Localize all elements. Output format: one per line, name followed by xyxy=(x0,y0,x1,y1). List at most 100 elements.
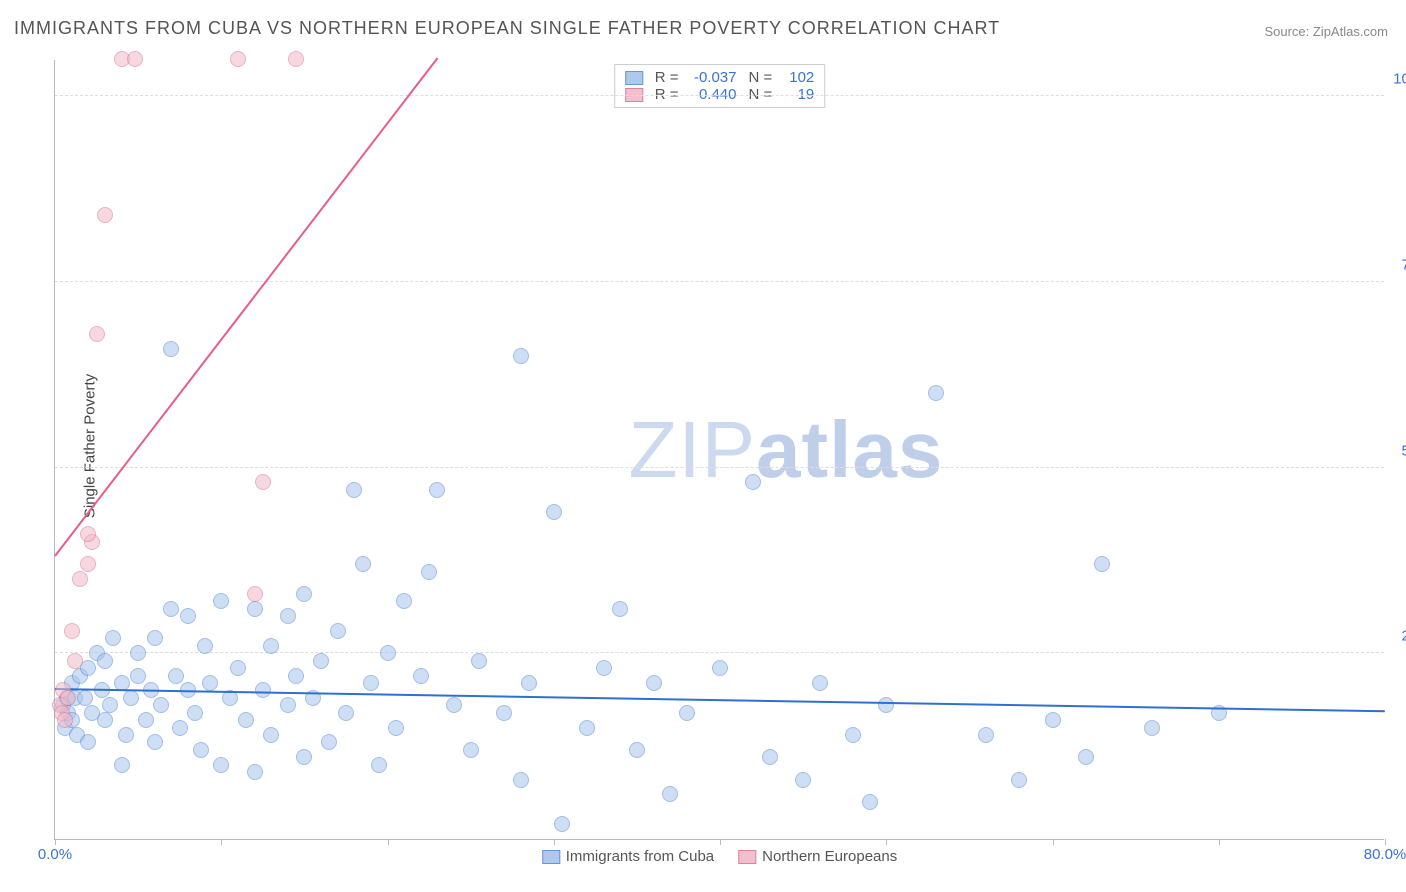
data-point xyxy=(60,690,76,706)
data-point xyxy=(247,586,263,602)
data-point xyxy=(521,675,537,691)
data-point xyxy=(263,727,279,743)
source-attribution: Source: ZipAtlas.com xyxy=(1264,24,1388,39)
data-point xyxy=(928,385,944,401)
data-point xyxy=(396,593,412,609)
data-point xyxy=(513,348,529,364)
x-tick xyxy=(720,839,721,845)
x-tick xyxy=(886,839,887,845)
data-point xyxy=(238,712,254,728)
legend-item-ne: Northern Europeans xyxy=(738,848,897,865)
data-point xyxy=(77,690,93,706)
data-point xyxy=(123,690,139,706)
data-point xyxy=(57,712,73,728)
x-tick-label: 0.0% xyxy=(38,846,72,863)
data-point xyxy=(67,653,83,669)
data-point xyxy=(118,727,134,743)
gridline xyxy=(55,281,1384,282)
data-point xyxy=(193,742,209,758)
y-tick-label: 25.0% xyxy=(1401,628,1406,645)
data-point xyxy=(130,668,146,684)
legend-item-cuba: Immigrants from Cuba xyxy=(542,848,714,865)
trendline xyxy=(54,57,438,556)
data-point xyxy=(363,675,379,691)
data-point xyxy=(330,623,346,639)
data-point xyxy=(288,51,304,67)
data-point xyxy=(255,474,271,490)
data-point xyxy=(180,608,196,624)
x-tick-label: 80.0% xyxy=(1364,846,1406,863)
x-tick xyxy=(221,839,222,845)
data-point xyxy=(662,786,678,802)
data-point xyxy=(163,341,179,357)
data-point xyxy=(288,668,304,684)
data-point xyxy=(446,697,462,713)
chart-title: IMMIGRANTS FROM CUBA VS NORTHERN EUROPEA… xyxy=(14,18,1000,39)
data-point xyxy=(168,668,184,684)
legend-label-cuba: Immigrants from Cuba xyxy=(566,848,714,865)
data-point xyxy=(127,51,143,67)
data-point xyxy=(1094,556,1110,572)
data-point xyxy=(1078,749,1094,765)
data-point xyxy=(97,653,113,669)
data-point xyxy=(371,757,387,773)
data-point xyxy=(513,772,529,788)
legend-row-cuba: R = -0.037 N = 102 xyxy=(625,69,815,86)
data-point xyxy=(138,712,154,728)
data-point xyxy=(554,816,570,832)
data-point xyxy=(153,697,169,713)
data-point xyxy=(102,697,118,713)
data-point xyxy=(280,697,296,713)
data-point xyxy=(596,660,612,676)
x-tick xyxy=(1385,839,1386,845)
data-point xyxy=(163,601,179,617)
data-point xyxy=(72,571,88,587)
data-point xyxy=(388,720,404,736)
y-tick-label: 50.0% xyxy=(1401,442,1406,459)
data-point xyxy=(230,51,246,67)
scatter-chart: ZIPatlas R = -0.037 N = 102 R = 0.440 N … xyxy=(54,60,1384,840)
x-tick xyxy=(55,839,56,845)
data-point xyxy=(105,630,121,646)
data-point xyxy=(80,556,96,572)
data-point xyxy=(147,630,163,646)
data-point xyxy=(862,794,878,810)
data-point xyxy=(978,727,994,743)
data-point xyxy=(413,668,429,684)
data-point xyxy=(64,623,80,639)
data-point xyxy=(712,660,728,676)
x-tick xyxy=(1219,839,1220,845)
data-point xyxy=(80,526,96,542)
data-point xyxy=(612,601,628,617)
data-point xyxy=(130,645,146,661)
x-tick xyxy=(1053,839,1054,845)
data-point xyxy=(355,556,371,572)
data-point xyxy=(280,608,296,624)
data-point xyxy=(421,564,437,580)
data-point xyxy=(114,757,130,773)
watermark-text-thin: ZIP xyxy=(629,405,756,494)
data-point xyxy=(296,586,312,602)
series-legend: Immigrants from Cuba Northern Europeans xyxy=(542,848,897,865)
data-point xyxy=(263,638,279,654)
swatch-ne-icon xyxy=(738,850,756,864)
data-point xyxy=(1144,720,1160,736)
data-point xyxy=(380,645,396,661)
source-label: Source: xyxy=(1264,24,1312,39)
data-point xyxy=(629,742,645,758)
watermark-text-bold: atlas xyxy=(756,405,943,494)
data-point xyxy=(147,734,163,750)
correlation-legend: R = -0.037 N = 102 R = 0.440 N = 19 xyxy=(614,64,826,108)
x-tick xyxy=(554,839,555,845)
data-point xyxy=(429,482,445,498)
data-point xyxy=(321,734,337,750)
data-point xyxy=(745,474,761,490)
data-point xyxy=(213,757,229,773)
r-value-cuba: -0.037 xyxy=(687,69,737,86)
data-point xyxy=(172,720,188,736)
data-point xyxy=(213,593,229,609)
data-point xyxy=(338,705,354,721)
trendline xyxy=(55,688,1385,712)
y-tick-label: 100.0% xyxy=(1393,71,1406,88)
data-point xyxy=(496,705,512,721)
